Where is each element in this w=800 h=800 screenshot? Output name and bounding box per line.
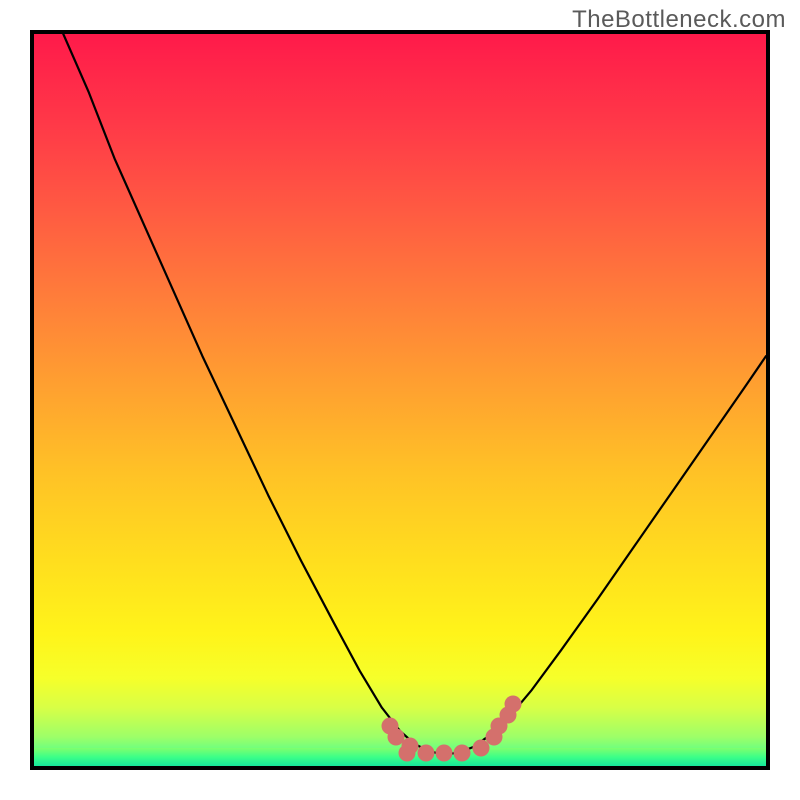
highlight-marker — [417, 744, 434, 761]
highlight-marker — [504, 695, 521, 712]
highlight-marker — [435, 744, 452, 761]
watermark-text: TheBottleneck.com — [572, 6, 786, 34]
chart-frame: TheBottleneck.com — [0, 0, 800, 800]
highlight-marker — [454, 744, 471, 761]
highlight-markers — [34, 34, 766, 766]
plot-area — [34, 34, 766, 766]
highlight-marker — [399, 744, 416, 761]
